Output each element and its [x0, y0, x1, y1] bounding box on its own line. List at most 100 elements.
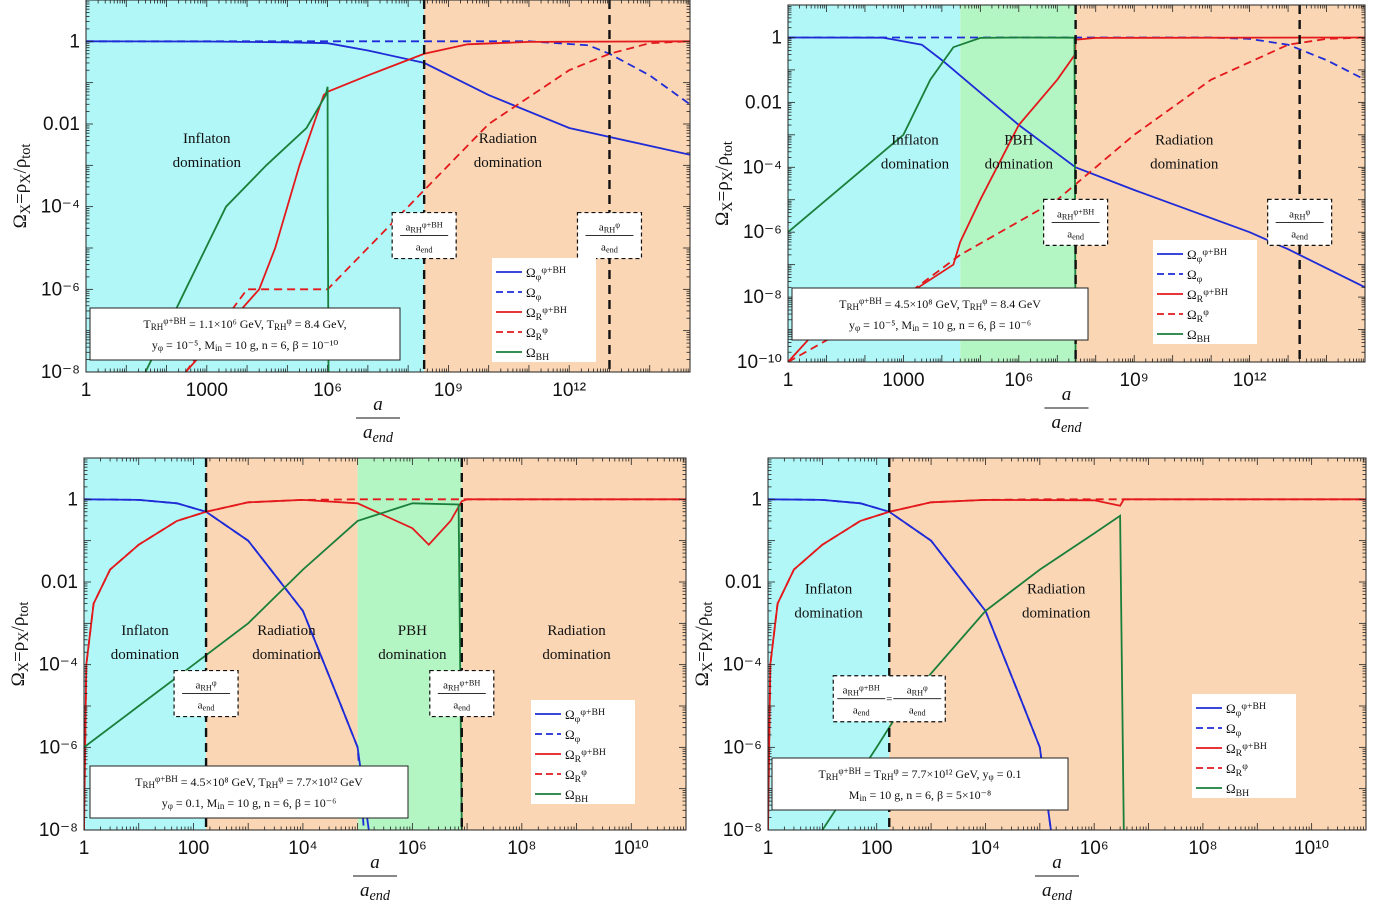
legend-entry: ΩBH — [1226, 781, 1249, 799]
region-label: Inflaton — [183, 131, 231, 147]
svg-text:aRHφ+BH: aRHφ+BH — [1057, 207, 1094, 221]
y-tick-label: 10⁻⁴ — [41, 197, 80, 218]
parameter-line: yφ = 10⁻⁵, Min = 10 g, n = 6, β = 10⁻⁶ — [849, 318, 1031, 333]
parameter-box: TRHφ+BH = TRHφ = 7.7×10¹² GeV, yφ = 0.1 M… — [771, 757, 1069, 811]
legend-entry: Ωφ — [565, 727, 581, 745]
legend-entry: ΩRφ+BH — [565, 747, 606, 765]
x-tick-label: 10⁶ — [1080, 838, 1109, 859]
y-axis-label: ΩX=ρX/ρtot — [692, 602, 716, 687]
y-tick-label: 0.01 — [41, 572, 78, 593]
svg-text:aend: aend — [453, 700, 471, 713]
svg-text:aRHφ+BH: aRHφ+BH — [406, 220, 443, 234]
y-tick-label: 0.01 — [725, 572, 762, 593]
reheating-marker-0: aRHφ+BH aend — [1043, 198, 1109, 247]
y-tick-label: 0.01 — [745, 92, 782, 113]
x-tick-label: 1 — [763, 838, 774, 859]
legend-entry: Ωφ — [1187, 267, 1203, 285]
y-tick-label: 1 — [69, 31, 80, 52]
region-label: domination — [173, 155, 242, 171]
region-label: PBH — [1004, 132, 1033, 148]
x-tick-label: 10¹⁰ — [1294, 838, 1329, 859]
legend-entry: Ωφφ+BH — [1226, 701, 1266, 719]
y-axis-label: ΩX=ρX/ρtot — [10, 144, 34, 229]
y-tick-label: 10⁻⁴ — [723, 655, 762, 676]
legend-entry: ΩRφ — [1226, 761, 1248, 779]
parameter-line: Min = 10 g, n = 6, β = 5×10⁻⁸ — [849, 788, 991, 803]
x-tick-label: 1 — [783, 370, 794, 391]
parameter-box: TRHφ+BH = 1.1×10⁶ GeV, TRHφ = 8.4 GeV, yφ… — [89, 307, 401, 361]
x-tick-label: 10¹² — [552, 380, 586, 401]
parameter-line: TRHφ+BH = 4.5×10⁸ GeV, TRHφ = 8.4 GeV — [839, 296, 1041, 312]
y-tick-label: 0.01 — [43, 114, 80, 135]
x-axis-label-numerator: a — [370, 852, 380, 873]
parameter-line: TRHφ+BH = TRHφ = 7.7×10¹² GeV, yφ = 0.1 — [818, 766, 1021, 782]
region-label: Inflaton — [891, 132, 939, 148]
x-tick-label: 10⁶ — [313, 380, 342, 401]
region-label: PBH — [398, 623, 427, 639]
reheating-marker-0: aRHφ+BH aend — [391, 211, 457, 260]
region-label: domination — [252, 647, 321, 663]
legend-entry: ΩRφ+BH — [1226, 741, 1267, 759]
parameter-box: TRHφ+BH = 4.5×10⁸ GeV, TRHφ = 8.4 GeV yφ … — [791, 287, 1089, 341]
x-axis-label-denominator: aend — [1051, 412, 1082, 436]
region-label: Inflaton — [121, 623, 169, 639]
parameter-line: TRHφ+BH = 1.1×10⁶ GeV, TRHφ = 8.4 GeV, — [143, 316, 346, 332]
region-label: Radiation — [257, 623, 316, 639]
reheating-marker-1: aRHφ aend — [576, 211, 643, 260]
series-line-4 — [144, 86, 330, 372]
y-tick-label: 10⁻⁴ — [743, 157, 782, 178]
legend-entry: ΩRφ+BH — [526, 305, 567, 323]
y-tick-label: 10⁻⁴ — [39, 655, 78, 676]
x-tick-label: 10⁶ — [398, 838, 427, 859]
legend-entry: Ωφφ+BH — [526, 265, 566, 283]
svg-text:aRHφ: aRHφ — [907, 684, 928, 698]
legend-entry: ΩBH — [1187, 327, 1210, 345]
plot-frame — [767, 457, 1367, 831]
legend: Ωφφ+BH Ωφ ΩRφ+BH ΩRφ ΩBH — [1192, 694, 1296, 799]
y-tick-label: 10⁻⁸ — [39, 820, 78, 841]
y-tick-label: 1 — [67, 489, 78, 510]
y-tick-label: 10⁻⁶ — [743, 222, 782, 243]
reheating-marker-0: aRHφ+BH aend = aRHφ aend — [832, 675, 946, 723]
x-tick-label: 1000 — [186, 380, 228, 401]
svg-text:aRHφ: aRHφ — [196, 678, 217, 692]
region-label: domination — [378, 647, 447, 663]
svg-text:=: = — [886, 694, 892, 706]
region-label: Inflaton — [805, 582, 853, 598]
region-label: Radiation — [1155, 132, 1214, 148]
x-tick-label: 100 — [861, 838, 893, 859]
legend: Ωφφ+BH Ωφ ΩRφ+BH ΩRφ ΩBH — [1153, 240, 1257, 345]
x-tick-label: 10⁴ — [288, 838, 317, 859]
legend: Ωφφ+BH Ωφ ΩRφ+BH ΩRφ ΩBH — [492, 258, 596, 363]
region-label: domination — [1150, 156, 1219, 172]
legend-entry: ΩRφ — [565, 767, 587, 785]
x-tick-label: 10⁹ — [1120, 370, 1149, 391]
x-axis-label-denominator: aend — [360, 880, 391, 904]
region-label: Radiation — [547, 623, 606, 639]
x-tick-label: 10¹⁰ — [614, 838, 649, 859]
series-line-4 — [821, 514, 1125, 830]
plot-frame — [787, 4, 1366, 363]
legend-entry: ΩRφ — [526, 325, 548, 343]
svg-text:aRHφ+BH: aRHφ+BH — [843, 684, 880, 698]
svg-text:aend: aend — [601, 242, 619, 255]
region-label: domination — [881, 156, 950, 172]
svg-text:aRHφ+BH: aRHφ+BH — [443, 678, 480, 692]
reheating-marker-1: aRHφ+BH aend — [429, 669, 495, 718]
legend-entry: Ωφφ+BH — [565, 707, 605, 725]
y-tick-label: 10⁻⁸ — [723, 820, 762, 841]
series-line-1 — [86, 40, 690, 106]
region-label: domination — [111, 647, 180, 663]
x-tick-label: 10⁹ — [434, 380, 463, 401]
series-line-3 — [84, 498, 686, 830]
svg-text:aend: aend — [416, 242, 434, 255]
svg-text:aend: aend — [909, 705, 927, 718]
chart-panel-3: Inflaton domination Radiation domination PBH… — [8, 457, 687, 904]
svg-text:aend: aend — [198, 700, 216, 713]
series-line-4 — [84, 502, 463, 830]
legend-entry: ΩBH — [526, 345, 549, 363]
parameter-line: TRHφ+BH = 4.5×10⁸ GeV, TRHφ = 7.7×10¹² G… — [135, 774, 363, 790]
x-tick-label: 10⁴ — [971, 838, 1000, 859]
svg-text:aend: aend — [1067, 228, 1085, 241]
